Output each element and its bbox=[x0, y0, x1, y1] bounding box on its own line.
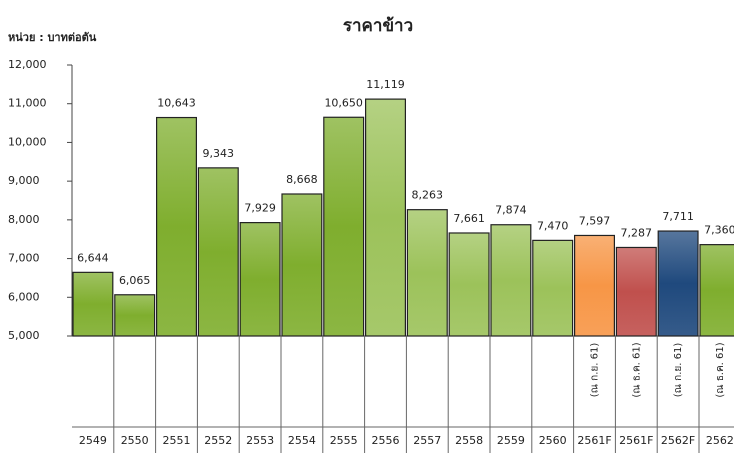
bar bbox=[365, 98, 407, 337]
value-label: 7,360 bbox=[704, 224, 734, 237]
value-label: 9,343 bbox=[203, 147, 235, 160]
value-label: 6,065 bbox=[119, 274, 151, 287]
bar bbox=[156, 116, 198, 337]
value-label: 7,929 bbox=[244, 202, 276, 215]
bar bbox=[114, 294, 156, 337]
bar bbox=[323, 116, 365, 337]
value-label: 7,597 bbox=[579, 214, 611, 227]
value-label: 11,119 bbox=[366, 78, 405, 91]
y-tick-label: 7,000 bbox=[8, 252, 40, 265]
category-note: (ณ ก.ย. 61) bbox=[590, 343, 601, 398]
bar bbox=[448, 232, 490, 337]
bar bbox=[239, 222, 281, 337]
value-label: 7,874 bbox=[495, 204, 527, 217]
x-tick-label: 2560 bbox=[539, 434, 567, 447]
x-tick-label: 2550 bbox=[121, 434, 149, 447]
category-note: (ณ ก.ย. 61) bbox=[673, 343, 684, 398]
bar bbox=[657, 230, 699, 337]
x-tick-label: 2557 bbox=[413, 434, 441, 447]
chart-title: ราคาข้าว bbox=[343, 16, 413, 36]
value-label: 7,287 bbox=[621, 226, 653, 239]
bar bbox=[406, 209, 448, 337]
x-tick-label: 2561F bbox=[577, 434, 611, 447]
value-label: 10,643 bbox=[157, 97, 196, 110]
x-tick-label: 2553 bbox=[246, 434, 274, 447]
bar bbox=[532, 239, 574, 337]
unit-label: หน่วย : บาทต่อตัน bbox=[8, 31, 97, 44]
x-tick-label: 2551 bbox=[163, 434, 191, 447]
value-label: 7,711 bbox=[662, 210, 694, 223]
y-tick-label: 5,000 bbox=[8, 329, 40, 342]
y-tick-label: 6,000 bbox=[8, 290, 40, 303]
category-note: (ณ ธ.ค. 61) bbox=[715, 342, 726, 397]
value-label: 8,263 bbox=[412, 189, 444, 202]
x-tick-label: 2556 bbox=[372, 434, 400, 447]
y-tick-label: 9,000 bbox=[8, 174, 40, 187]
bar bbox=[615, 246, 657, 337]
x-tick-label: 2559 bbox=[497, 434, 525, 447]
bar bbox=[490, 224, 532, 337]
category-note: (ณ ธ.ค. 61) bbox=[631, 342, 642, 397]
x-tick-label: 2552 bbox=[204, 434, 232, 447]
y-tick-label: 8,000 bbox=[8, 213, 40, 226]
bar bbox=[197, 167, 239, 337]
bar bbox=[699, 244, 734, 337]
x-tick-label: 2558 bbox=[455, 434, 483, 447]
y-tick-label: 11,000 bbox=[8, 97, 47, 110]
y-tick-label: 10,000 bbox=[8, 135, 47, 148]
x-tick-label: 2561F bbox=[619, 434, 653, 447]
y-tick-label: 12,000 bbox=[8, 58, 47, 71]
value-label: 7,470 bbox=[537, 219, 569, 232]
bar bbox=[72, 271, 114, 337]
value-label: 6,644 bbox=[77, 251, 109, 264]
bar bbox=[573, 234, 615, 337]
value-label: 8,668 bbox=[286, 173, 318, 186]
bar bbox=[281, 193, 323, 337]
x-tick-label: 2562F bbox=[661, 434, 695, 447]
x-tick-label: 2549 bbox=[79, 434, 107, 447]
value-label: 7,661 bbox=[453, 212, 485, 225]
value-label: 10,650 bbox=[324, 96, 363, 109]
x-tick-label: 2555 bbox=[330, 434, 358, 447]
x-tick-label: 2554 bbox=[288, 434, 316, 447]
x-tick-label: 2562 bbox=[706, 434, 734, 447]
